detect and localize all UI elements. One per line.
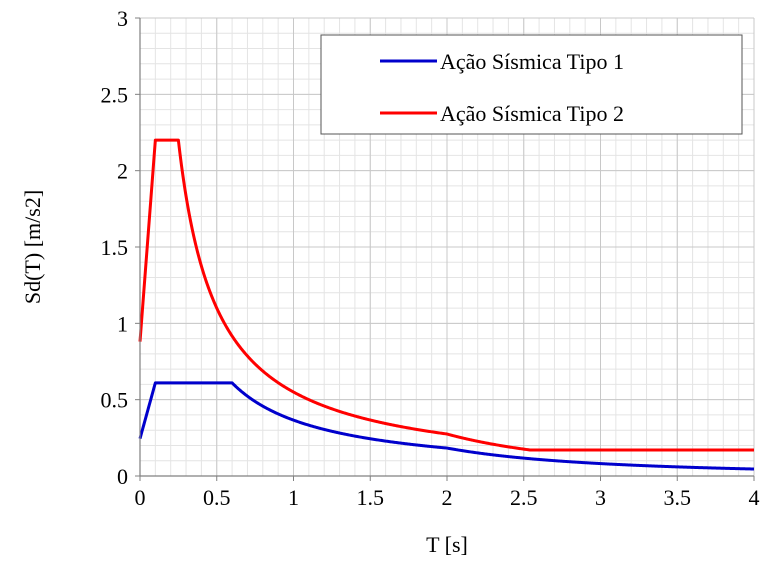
legend-label-tipo-2: Ação Sísmica Tipo 2 [440,101,624,126]
x-axis-ticks: 0 0.5 1 1.5 2 2.5 3 3.5 4 [135,476,760,510]
x-tick-label: 1.5 [357,485,385,510]
x-tick-label: 2.5 [510,485,538,510]
x-tick-label: 2 [442,485,453,510]
y-tick-label: 2 [117,159,128,184]
series-line-tipo-1 [138,381,755,471]
x-tick-label: 0 [135,485,146,510]
series-layer [138,138,755,471]
x-tick-label: 3.5 [664,485,692,510]
legend-label-tipo-1: Ação Sísmica Tipo 1 [440,49,624,74]
y-tick-label: 0.5 [101,388,129,413]
x-tick-label: 0.5 [203,485,231,510]
x-tick-label: 1 [288,485,299,510]
x-axis-title: T [s] [426,532,468,557]
y-tick-label: 0 [117,464,128,489]
x-tick-label: 3 [595,485,606,510]
y-tick-label: 1 [117,311,128,336]
series-line-tipo-2 [138,138,755,452]
legend-box [320,34,743,135]
y-axis-title: Sd(T) [m/s2] [20,190,45,304]
y-axis-ticks: 0 0.5 1 1.5 2 2.5 3 [101,6,140,489]
legend: Ação Sísmica Tipo 1 Ação Sísmica Tipo 2 [320,34,743,135]
x-tick-label: 4 [749,485,760,510]
y-tick-label: 3 [117,6,128,31]
y-tick-label: 2.5 [101,82,129,107]
y-tick-label: 1.5 [101,235,129,260]
